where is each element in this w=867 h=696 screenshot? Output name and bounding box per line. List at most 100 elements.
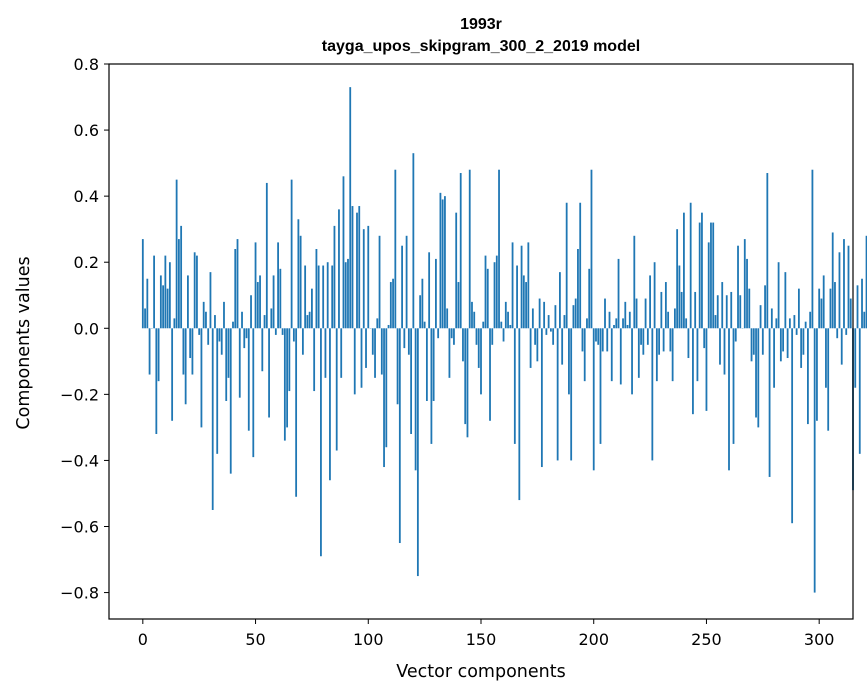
bar: [563, 315, 566, 329]
bar: [770, 308, 773, 329]
bar: [667, 311, 670, 329]
bar: [371, 328, 374, 355]
bar: [712, 222, 715, 329]
bar: [238, 328, 241, 398]
bar: [435, 258, 437, 329]
bar: [437, 328, 440, 339]
bar: [834, 282, 836, 329]
bar: [166, 288, 169, 329]
bar: [396, 328, 399, 405]
bar: [405, 235, 408, 329]
bar: [655, 328, 658, 382]
bar: [342, 176, 345, 329]
bar: [191, 328, 194, 375]
bar: [283, 328, 286, 441]
bar: [822, 275, 825, 329]
bar: [531, 308, 534, 329]
bar: [705, 328, 708, 411]
bar: [642, 328, 645, 355]
bar: [380, 328, 383, 375]
bar: [193, 252, 196, 329]
bar: [196, 255, 198, 329]
bar: [491, 328, 494, 345]
bar: [529, 328, 532, 368]
bar: [270, 308, 273, 329]
bar: [737, 245, 739, 329]
bar: [335, 328, 338, 451]
bar: [723, 328, 726, 375]
bar: [232, 321, 234, 329]
bar: [579, 202, 582, 329]
bar: [308, 311, 311, 329]
y-axis-label: Components values: [14, 256, 34, 429]
bar: [782, 328, 785, 352]
bar: [245, 328, 248, 339]
bar: [331, 265, 334, 329]
bar: [471, 301, 473, 329]
bar: [559, 272, 561, 329]
bar: [389, 282, 392, 329]
bar: [425, 328, 428, 401]
bar: [241, 311, 243, 329]
bar: [658, 328, 661, 355]
bar: [768, 328, 771, 477]
bar: [252, 328, 255, 458]
bar: [162, 285, 165, 329]
bar: [234, 249, 237, 329]
bar: [725, 295, 728, 329]
bar: [315, 249, 318, 329]
bar: [448, 328, 451, 378]
bar: [759, 305, 762, 329]
bar: [155, 328, 158, 434]
bar: [574, 298, 577, 329]
x-axis: 0 50 100 150 200 250 300: [138, 619, 834, 649]
bar: [595, 328, 597, 342]
bar: [761, 328, 764, 355]
bar: [153, 255, 155, 329]
bar: [561, 328, 564, 365]
bar: [198, 328, 201, 335]
bar: [265, 182, 268, 329]
bar: [268, 328, 270, 418]
bar: [831, 232, 834, 329]
bar: [362, 229, 365, 329]
bar: [664, 282, 667, 329]
x-tick-label: 200: [578, 630, 609, 649]
bar: [554, 305, 557, 329]
bar: [583, 328, 586, 382]
bar: [432, 328, 435, 401]
chart-subtitle: tayga_upos_skipgram_300_2_2019 model: [322, 38, 640, 55]
bar: [606, 328, 609, 352]
y-axis: 0.8 0.6 0.4 0.2 0.0 −0.2 −0.4 −0.6 −0.8: [60, 55, 109, 603]
bar: [353, 328, 356, 395]
bar: [849, 298, 852, 329]
bar: [209, 272, 212, 329]
bar: [779, 328, 782, 362]
bar: [714, 315, 717, 329]
bar: [439, 192, 442, 329]
bar: [365, 328, 367, 368]
bar: [764, 285, 766, 329]
bar: [441, 199, 444, 329]
bar: [707, 242, 710, 329]
bar: [689, 202, 692, 329]
bars-group: [141, 87, 867, 593]
bar: [662, 328, 665, 352]
bar: [773, 328, 775, 388]
bar: [829, 288, 832, 329]
y-tick-label: 0.2: [74, 253, 99, 272]
bar: [225, 328, 228, 401]
bar: [159, 275, 162, 329]
bar: [423, 321, 426, 329]
bar: [836, 328, 839, 339]
bar: [301, 328, 304, 355]
bar: [592, 328, 595, 471]
bar: [703, 328, 706, 349]
bar: [545, 328, 548, 335]
bar: [633, 235, 636, 329]
bar: [263, 315, 266, 329]
bar: [148, 328, 151, 375]
bar: [254, 242, 257, 329]
bar: [757, 328, 760, 428]
bar: [486, 268, 489, 329]
